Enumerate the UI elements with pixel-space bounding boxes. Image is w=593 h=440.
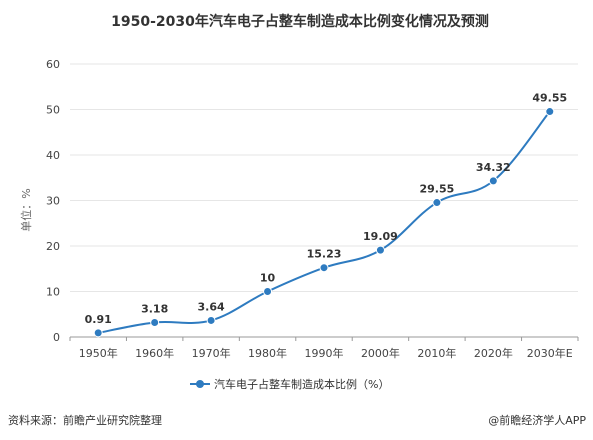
- x-tick-label: 1970年: [192, 346, 231, 360]
- data-point: [319, 263, 329, 273]
- source-note: 资料来源：前瞻产业研究院整理: [8, 413, 162, 427]
- brand-watermark: @前瞻经济学人APP: [488, 413, 586, 427]
- data-point: [206, 315, 216, 325]
- y-tick-label: 50: [46, 104, 60, 117]
- data-label: 10: [260, 272, 276, 285]
- legend: 汽车电子占整车制造成本比例（%）: [190, 377, 389, 391]
- y-axis-label: 单位：%: [19, 188, 33, 231]
- x-tick-label: 2020年: [474, 346, 513, 360]
- data-label: 0.91: [85, 313, 112, 326]
- data-label: 34.32: [476, 161, 511, 174]
- chart-title: 1950-2030年汽车电子占整车制造成本比例变化情况及预测: [111, 13, 489, 30]
- data-point: [150, 318, 160, 328]
- data-label: 3.64: [198, 300, 225, 313]
- data-labels: 0.91 3.18 3.64 10 15.23 19.09 29.55 34.32 49.55: [85, 92, 568, 326]
- data-point: [263, 287, 273, 296]
- y-tick-label: 20: [46, 240, 60, 253]
- y-tick-label: 30: [46, 195, 60, 208]
- x-tick-label: 2030年E: [527, 346, 573, 360]
- legend-marker: [196, 380, 204, 388]
- data-label: 19.09: [363, 230, 398, 243]
- data-label: 29.55: [419, 183, 454, 196]
- x-tick-label: 1950年: [79, 346, 118, 360]
- data-point: [488, 176, 498, 186]
- y-tick-label: 60: [46, 58, 60, 71]
- data-label: 15.23: [307, 248, 342, 261]
- x-axis-ticks: 1950年 1960年 1970年 1980年 1990年 2000年 2010年 2020年…: [69, 337, 579, 360]
- y-axis-ticks: 0 10 20 30 40 50 60: [46, 58, 60, 344]
- x-tick-label: 1980年: [248, 346, 287, 360]
- data-point: [375, 245, 385, 255]
- x-tick-label: 1960年: [135, 346, 174, 360]
- series-line: [98, 110, 551, 334]
- data-points: [93, 107, 555, 338]
- data-label: 3.18: [141, 303, 168, 316]
- y-tick-label: 0: [53, 331, 60, 344]
- data-point: [93, 328, 103, 338]
- data-label: 49.55: [532, 92, 567, 105]
- legend-label: 汽车电子占整车制造成本比例（%）: [214, 377, 389, 391]
- y-tick-label: 10: [46, 286, 60, 299]
- x-tick-label: 1990年: [305, 346, 344, 360]
- x-tick-label: 2000年: [361, 346, 400, 360]
- gridlines: [70, 63, 578, 338]
- data-point: [432, 198, 442, 208]
- y-tick-label: 40: [46, 149, 60, 162]
- data-point: [545, 107, 555, 117]
- x-tick-label: 2010年: [417, 346, 456, 360]
